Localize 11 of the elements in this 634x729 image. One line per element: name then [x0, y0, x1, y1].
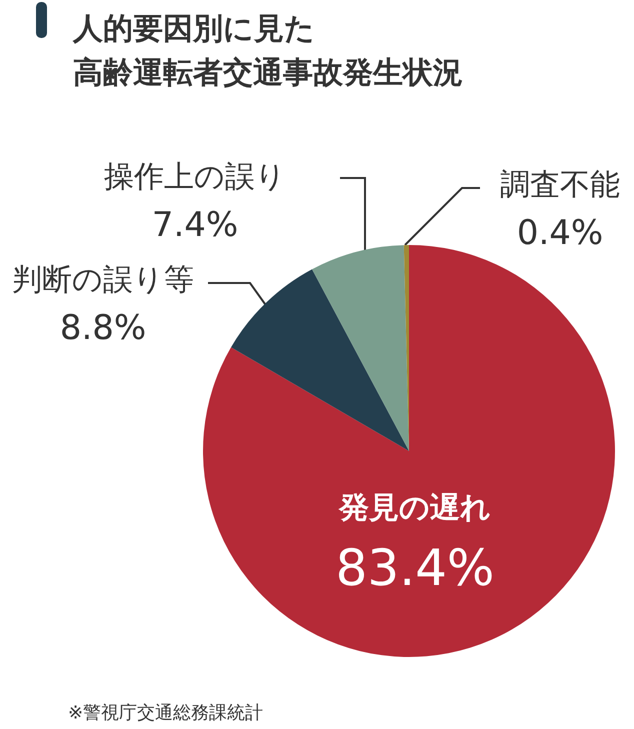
slice-label: 調査不能 [500, 168, 620, 202]
data-label: 7.4% [152, 205, 238, 245]
data-label: 0.4% [516, 213, 604, 253]
data-label: 8.8% [60, 308, 146, 348]
data-label: 83.4% [336, 539, 494, 597]
slice-label: 発見の遅れ [338, 490, 491, 526]
slice-label: 判断の誤り等 [12, 262, 194, 298]
chart-title: 人的要因別に見た [72, 12, 315, 46]
chart-subtitle: 高齢運転者交通事故発生状況 [73, 56, 463, 90]
text: ※警視庁交通総務課統計 [68, 702, 264, 724]
slice-label: 操作上の誤り [104, 160, 286, 194]
